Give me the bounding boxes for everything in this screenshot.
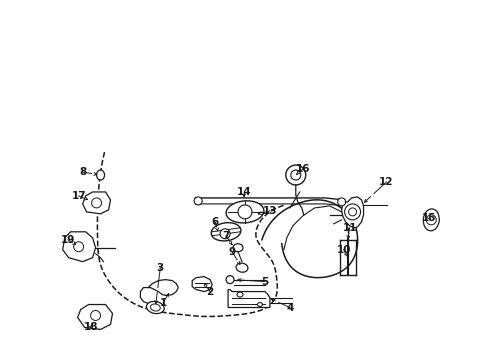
Text: 12: 12	[378, 177, 393, 187]
Circle shape	[337, 198, 345, 206]
Circle shape	[91, 198, 102, 208]
Circle shape	[225, 276, 234, 284]
Text: 13: 13	[262, 206, 277, 216]
Text: 5: 5	[261, 276, 268, 287]
Text: 19: 19	[61, 235, 75, 245]
Polygon shape	[227, 289, 269, 307]
Text: 3: 3	[156, 263, 163, 273]
Ellipse shape	[96, 170, 104, 180]
Circle shape	[238, 205, 251, 219]
Text: 16: 16	[295, 164, 309, 174]
Ellipse shape	[257, 302, 262, 306]
Text: 18: 18	[83, 323, 98, 332]
Polygon shape	[78, 305, 112, 329]
Text: 7: 7	[222, 231, 229, 241]
Text: 2: 2	[206, 287, 213, 297]
Text: 15: 15	[421, 213, 436, 223]
Circle shape	[90, 310, 101, 320]
Polygon shape	[341, 197, 363, 228]
Polygon shape	[192, 276, 212, 292]
Ellipse shape	[146, 301, 164, 314]
Circle shape	[74, 242, 83, 252]
Text: 9: 9	[228, 247, 235, 257]
Text: 11: 11	[342, 223, 356, 233]
Text: 1: 1	[160, 297, 166, 307]
Ellipse shape	[233, 244, 243, 252]
Circle shape	[194, 197, 202, 205]
Circle shape	[285, 165, 305, 185]
Text: 8: 8	[79, 167, 86, 177]
Circle shape	[290, 170, 300, 180]
Text: 6: 6	[211, 217, 218, 227]
Ellipse shape	[423, 209, 438, 231]
Text: 10: 10	[336, 245, 350, 255]
Ellipse shape	[150, 304, 160, 311]
Text: 4: 4	[285, 302, 293, 312]
Text: 14: 14	[236, 187, 251, 197]
Text: 17: 17	[71, 191, 86, 201]
Polygon shape	[62, 232, 95, 262]
Circle shape	[348, 208, 356, 216]
Ellipse shape	[211, 223, 241, 241]
Polygon shape	[148, 280, 178, 296]
Circle shape	[426, 215, 435, 225]
Circle shape	[220, 229, 229, 239]
Ellipse shape	[237, 292, 243, 297]
Polygon shape	[82, 192, 110, 214]
Circle shape	[344, 204, 360, 220]
Ellipse shape	[236, 263, 247, 272]
Ellipse shape	[225, 201, 264, 223]
